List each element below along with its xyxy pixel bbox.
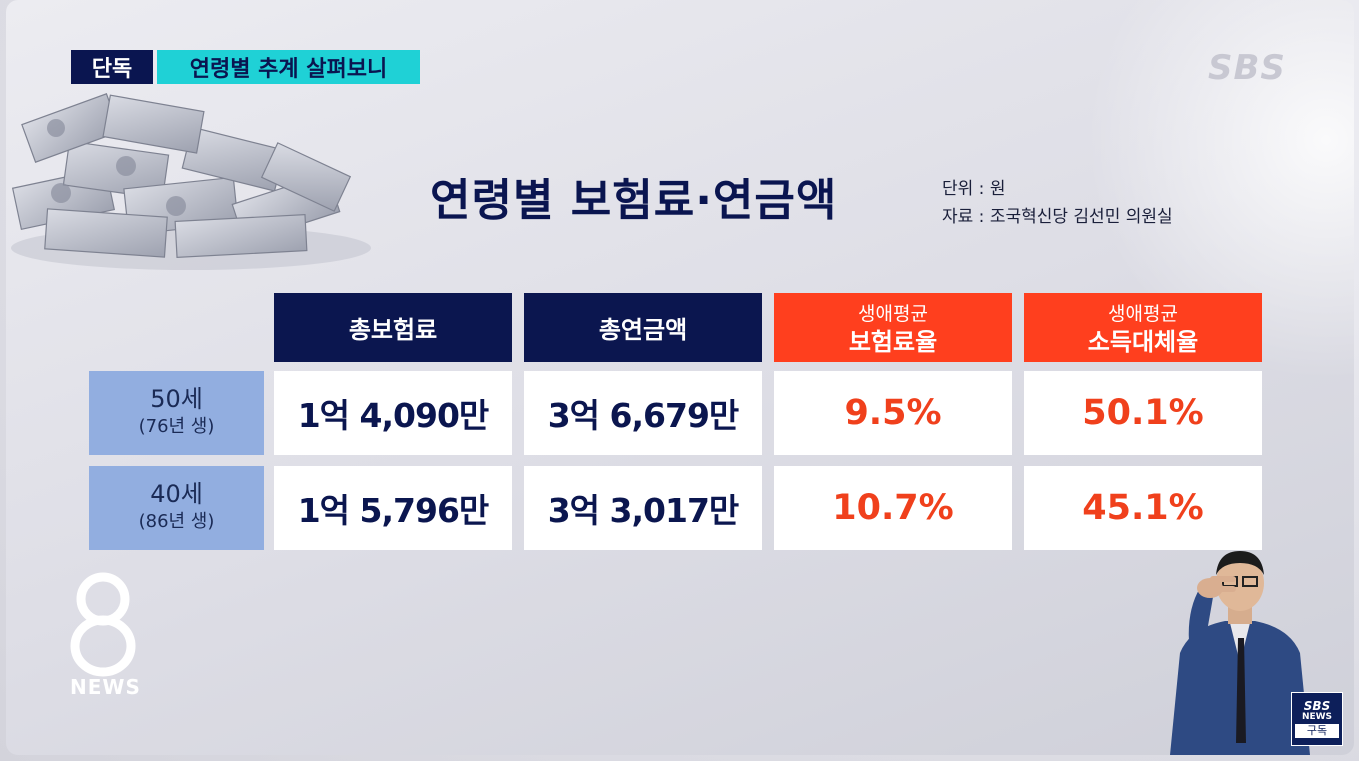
header-premium-rate-line1: 생애평균 xyxy=(858,302,928,325)
header-total-premium: 총보험료 xyxy=(274,293,512,362)
row-birth-year: (76년 생) xyxy=(138,416,215,437)
exclusive-tag: 단독 xyxy=(71,50,153,84)
sign-language-interpreter xyxy=(1170,551,1310,755)
cell-total-pension: 3억 3,017만 xyxy=(524,466,762,550)
header-total-pension: 총연금액 xyxy=(524,293,762,362)
cell-premium-rate: 10.7% xyxy=(774,466,1012,550)
header-replacement-rate-line2: 소득대체율 xyxy=(1087,327,1199,356)
source-note: 자료 : 조국혁신당 김선민 의원실 xyxy=(942,207,1173,227)
row-age: 40세 xyxy=(150,480,203,508)
cell-total-pension: 3억 6,679만 xyxy=(524,371,762,455)
news-label: NEWS xyxy=(70,675,141,699)
header-premium-rate-line2: 보험료율 xyxy=(848,327,938,356)
topic-tag: 연령별 추계 살펴보니 xyxy=(157,50,420,84)
cell-premium-rate: 9.5% xyxy=(774,371,1012,455)
sbs-logo: SBS xyxy=(1208,48,1286,88)
cell-total-premium: 1억 4,090만 xyxy=(274,371,512,455)
subscribe-badge-mid: NEWS xyxy=(1301,712,1333,722)
subscribe-button[interactable]: SBS NEWS 구독 xyxy=(1291,692,1343,746)
header-replacement-rate: 생애평균 소득대체율 xyxy=(1024,293,1262,362)
header-premium-rate: 생애평균 보험료율 xyxy=(774,293,1012,362)
unit-note: 단위 : 원 xyxy=(942,179,1006,199)
eight-news-logo-icon xyxy=(70,572,136,677)
title-meta: 단위 : 원 자료 : 조국혁신당 김선민 의원실 xyxy=(942,175,1173,231)
chart-title: 연령별 보험료·연금액 xyxy=(430,175,838,226)
cell-total-premium: 1억 5,796만 xyxy=(274,466,512,550)
row-label-40: 40세 (86년 생) xyxy=(89,466,264,550)
row-age: 50세 xyxy=(150,385,203,413)
cell-replacement-rate: 50.1% xyxy=(1024,371,1262,455)
money-stack-illustration xyxy=(11,93,371,270)
cell-replacement-rate: 45.1% xyxy=(1024,466,1262,550)
row-birth-year: (86년 생) xyxy=(138,511,215,532)
subscribe-badge-label: 구독 xyxy=(1295,724,1339,738)
header-replacement-rate-line1: 생애평균 xyxy=(1108,302,1178,325)
row-label-50: 50세 (76년 생) xyxy=(89,371,264,455)
subscribe-badge-top: SBS xyxy=(1303,699,1331,713)
